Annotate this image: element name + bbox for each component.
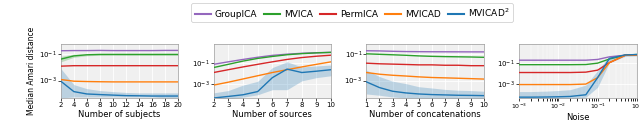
Legend: GroupICA, MVICA, PermICA, MVICAD, MVICAD$^2$: GroupICA, MVICA, PermICA, MVICAD, MVICAD…: [191, 3, 513, 22]
X-axis label: Noise: Noise: [566, 113, 590, 122]
Y-axis label: Median Amari distance: Median Amari distance: [27, 27, 36, 115]
X-axis label: Number of subjects: Number of subjects: [78, 110, 161, 119]
X-axis label: Number of concatenations: Number of concatenations: [369, 110, 481, 119]
X-axis label: Number of sources: Number of sources: [232, 110, 312, 119]
